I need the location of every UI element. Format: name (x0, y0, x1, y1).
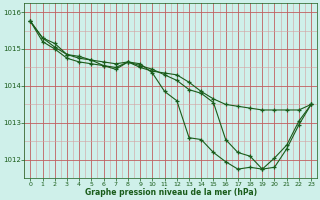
X-axis label: Graphe pression niveau de la mer (hPa): Graphe pression niveau de la mer (hPa) (85, 188, 257, 197)
